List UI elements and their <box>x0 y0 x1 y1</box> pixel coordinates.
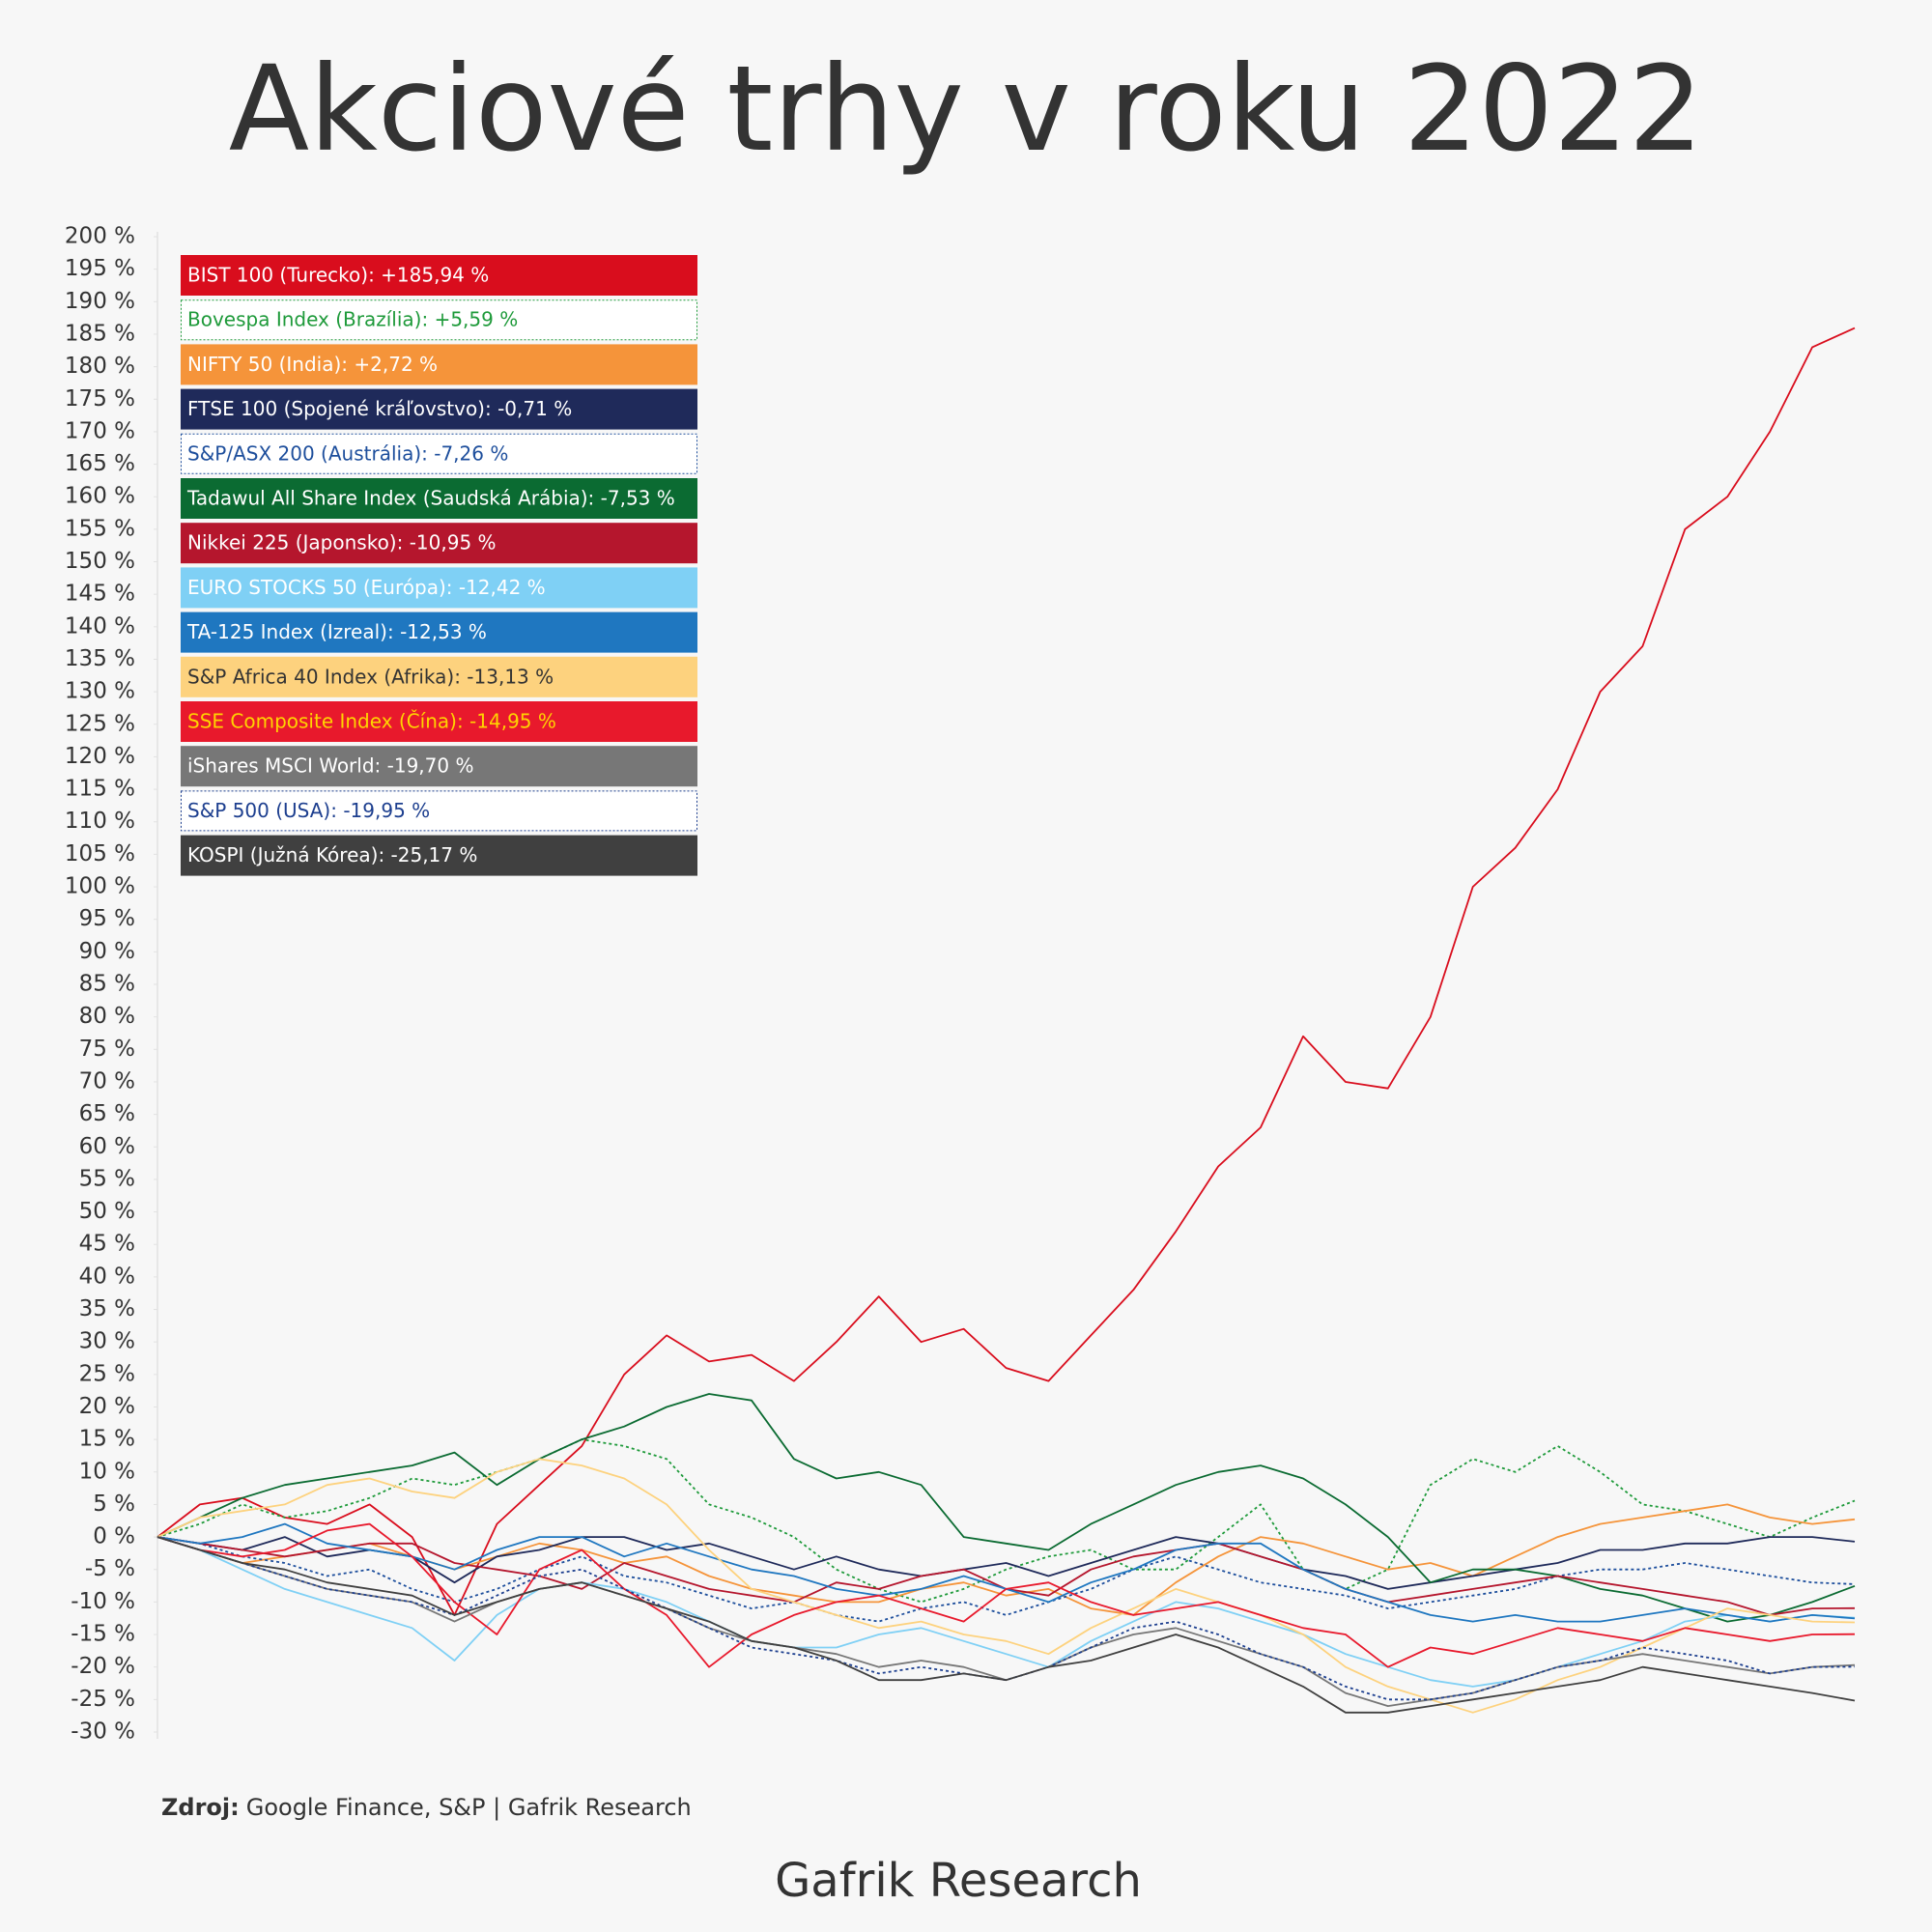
y-tick-label: 125 % <box>65 711 135 736</box>
y-tick-label: -30 % <box>71 1719 135 1745</box>
legend-label: S&P 500 (USA): -19,95 % <box>187 799 430 822</box>
y-tick-label: 25 % <box>79 1361 135 1386</box>
legend-label: Tadawul All Share Index (Saudská Arábia)… <box>186 487 675 510</box>
series-line <box>156 1536 1856 1590</box>
y-tick-label: 15 % <box>79 1427 135 1452</box>
y-tick-label: 45 % <box>79 1232 135 1257</box>
source: Zdroj: Google Finance, S&P | Gafrik Resea… <box>161 1794 692 1821</box>
y-tick-label: 80 % <box>79 1004 135 1029</box>
legend-label: TA-125 Index (Izreal): -12,53 % <box>186 620 487 643</box>
y-tick-label: 140 % <box>65 613 135 639</box>
y-tick-label: -5 % <box>85 1556 135 1581</box>
y-tick-label: 170 % <box>65 418 135 443</box>
y-tick-label: 85 % <box>79 972 135 997</box>
legend-box <box>181 701 697 742</box>
source-text: Google Finance, S&P | Gafrik Research <box>246 1794 692 1821</box>
y-tick-label: 115 % <box>65 777 135 802</box>
y-tick-label: -10 % <box>71 1589 135 1614</box>
series-line <box>156 1536 1856 1688</box>
series-line <box>156 327 1856 1616</box>
y-tick-label: 155 % <box>65 516 135 541</box>
legend-box <box>181 656 697 697</box>
y-tick-label: -20 % <box>71 1654 135 1679</box>
legend-box <box>181 433 697 474</box>
chart-title: Akciové trhy v roku 2022 <box>229 41 1704 178</box>
y-tick-label: 105 % <box>65 841 135 867</box>
y-tick-label: 70 % <box>79 1068 135 1094</box>
footer: Gafrik Research <box>775 1854 1142 1908</box>
y-tick-label: -25 % <box>71 1687 135 1712</box>
legend-label: S&P/ASX 200 (Austrália): -7,26 % <box>187 441 508 465</box>
series-line <box>156 1536 1856 1701</box>
y-tick-label: 180 % <box>65 354 135 379</box>
y-tick-label: 0 % <box>93 1524 135 1549</box>
y-tick-label: 95 % <box>79 906 135 931</box>
y-tick-label: 195 % <box>65 256 135 281</box>
legend-label: S&P Africa 40 Index (Afrika): -13,13 % <box>187 665 554 688</box>
series-line <box>156 1522 1856 1668</box>
legend-box <box>181 388 697 430</box>
y-tick-label: 200 % <box>65 224 135 249</box>
y-tick-label: 100 % <box>65 874 135 899</box>
y-tick-label: 10 % <box>79 1459 135 1484</box>
legend-label: SSE Composite Index (Čína): -14,95 % <box>187 710 556 733</box>
legend-label: FTSE 100 (Spojené kráľovstvo): -0,71 % <box>187 397 572 420</box>
legend-box <box>181 790 697 832</box>
legend-label: iShares MSCI World: -19,70 % <box>187 754 473 778</box>
y-tick-label: -15 % <box>71 1622 135 1647</box>
legend-box <box>181 523 697 564</box>
y-tick-label: 30 % <box>79 1329 135 1354</box>
series-line <box>156 1438 1856 1604</box>
y-tick-label: 120 % <box>65 744 135 769</box>
legend-box <box>181 299 697 341</box>
y-tick-label: 160 % <box>65 484 135 509</box>
y-tick-label: 165 % <box>65 451 135 476</box>
legend-label: NIFTY 50 (India): +2,72 % <box>187 353 438 376</box>
legend-label: Nikkei 225 (Japonsko): -10,95 % <box>187 531 497 554</box>
legend-box <box>181 478 697 519</box>
y-tick-label: 150 % <box>65 549 135 574</box>
series-line <box>156 1393 1856 1623</box>
legend-box <box>181 567 697 609</box>
y-tick-label: 65 % <box>79 1101 135 1126</box>
y-tick-label: 90 % <box>79 939 135 964</box>
legend-label: BIST 100 (Turecko): +185,94 % <box>187 264 489 287</box>
y-tick-label: 135 % <box>65 646 135 671</box>
y-tick-label: 40 % <box>79 1264 135 1289</box>
y-tick-label: 185 % <box>65 321 135 346</box>
y-tick-label: 20 % <box>79 1394 135 1419</box>
y-tick-label: 130 % <box>65 679 135 704</box>
y-tick-label: 190 % <box>65 289 135 314</box>
y-tick-label: 145 % <box>65 582 135 607</box>
legend-label: Bovespa Index (Brazília): +5,59 % <box>187 308 518 331</box>
y-tick-label: 5 % <box>93 1492 135 1517</box>
y-tick-label: 50 % <box>79 1199 135 1224</box>
y-tick-label: 75 % <box>79 1037 135 1062</box>
y-tick-label: 175 % <box>65 386 135 412</box>
legend-box <box>181 611 697 653</box>
legend-box <box>181 255 697 296</box>
legend-box <box>181 746 697 787</box>
legend-label: EURO STOCKS 50 (Európa): -12,42 % <box>187 576 546 599</box>
legend-label: KOSPI (Južná Kórea): -25,17 % <box>187 843 477 867</box>
legend-box <box>181 835 697 876</box>
y-tick-label: 35 % <box>79 1296 135 1321</box>
y-tick-label: 110 % <box>65 809 135 834</box>
source-label: Zdroj: <box>161 1794 240 1821</box>
legend-box <box>181 344 697 385</box>
y-tick-label: 55 % <box>79 1166 135 1191</box>
series-line <box>156 1458 1856 1714</box>
series-line <box>156 1536 1856 1714</box>
y-tick-label: 60 % <box>79 1134 135 1159</box>
